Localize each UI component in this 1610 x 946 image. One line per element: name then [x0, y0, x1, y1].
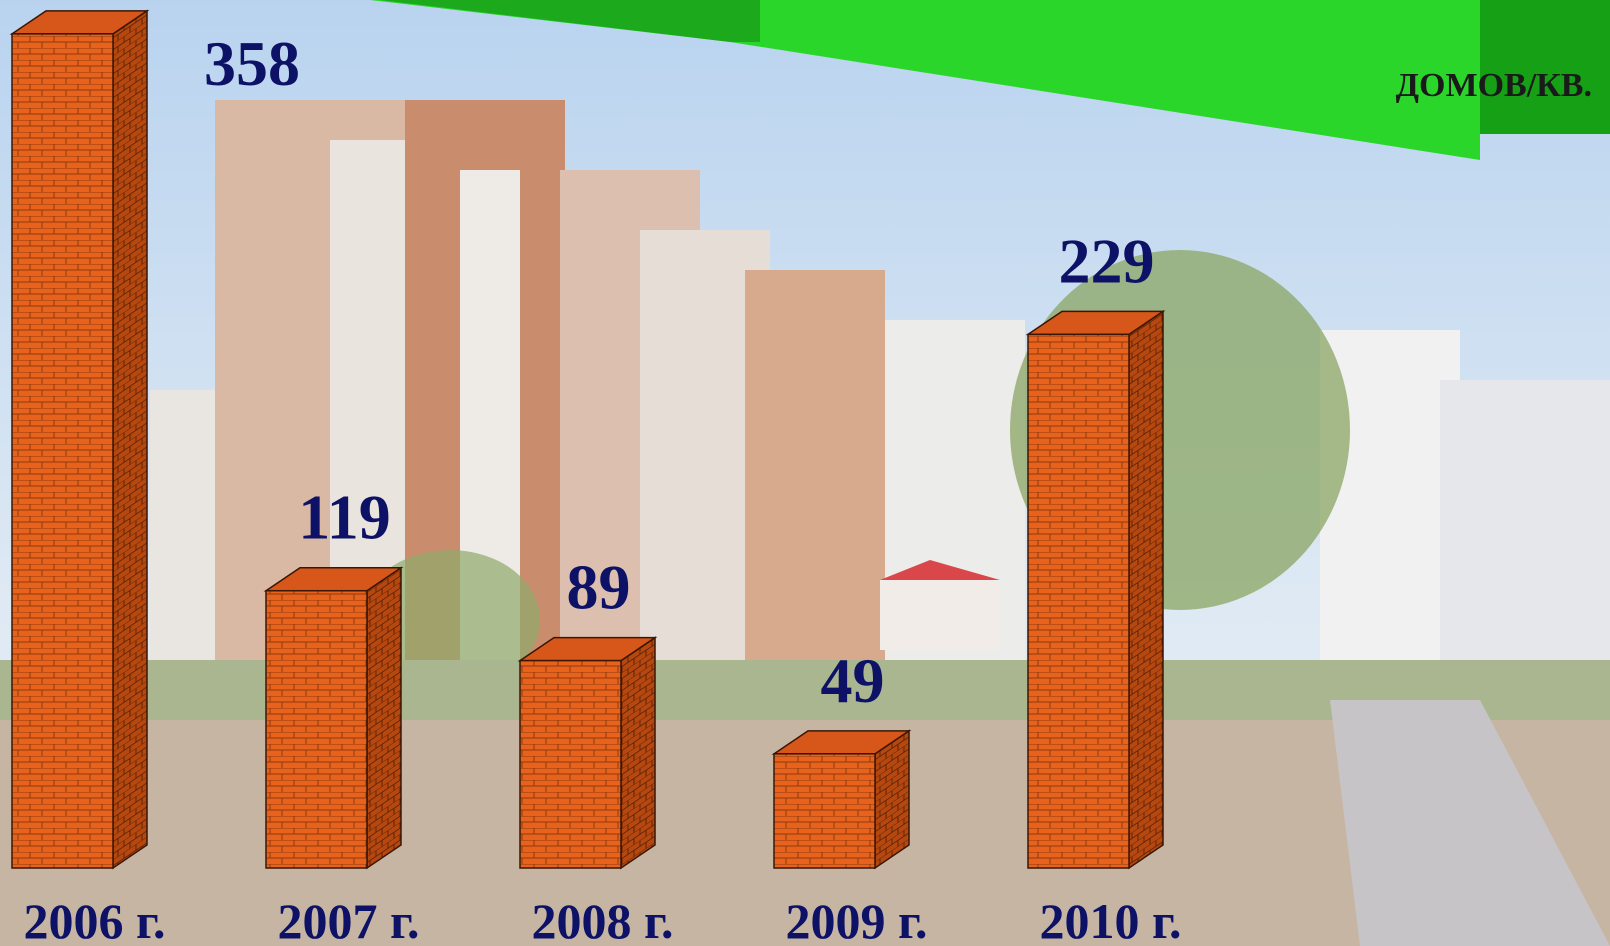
- value-label: 119: [298, 482, 390, 553]
- unit-label: ДОМОВ/КВ.: [1396, 67, 1592, 104]
- value-label: 358: [204, 28, 300, 99]
- bar: [1028, 334, 1129, 868]
- x-tick-label: 2006 г.: [23, 893, 165, 946]
- x-tick-label: 2009 г.: [785, 893, 927, 946]
- bar: [520, 661, 621, 868]
- chart: ДОМОВ/КВ. 358 2006 г. 119 2007 г. 89 2008 г. 4…: [0, 0, 1610, 946]
- x-tick-label: 2008 г.: [531, 893, 673, 946]
- bar: [266, 591, 367, 868]
- x-tick-label: 2010 г.: [1039, 893, 1181, 946]
- value-label: 89: [567, 552, 631, 623]
- bar-side: [1129, 311, 1163, 868]
- value-label: 229: [1059, 225, 1155, 296]
- bar-side: [113, 11, 147, 868]
- bar: [774, 754, 875, 868]
- value-label: 49: [821, 645, 885, 716]
- bar-side: [621, 638, 655, 868]
- bar-side: [875, 731, 909, 868]
- bar: [12, 34, 113, 868]
- x-tick-label: 2007 г.: [277, 893, 419, 946]
- bar-side: [367, 568, 401, 868]
